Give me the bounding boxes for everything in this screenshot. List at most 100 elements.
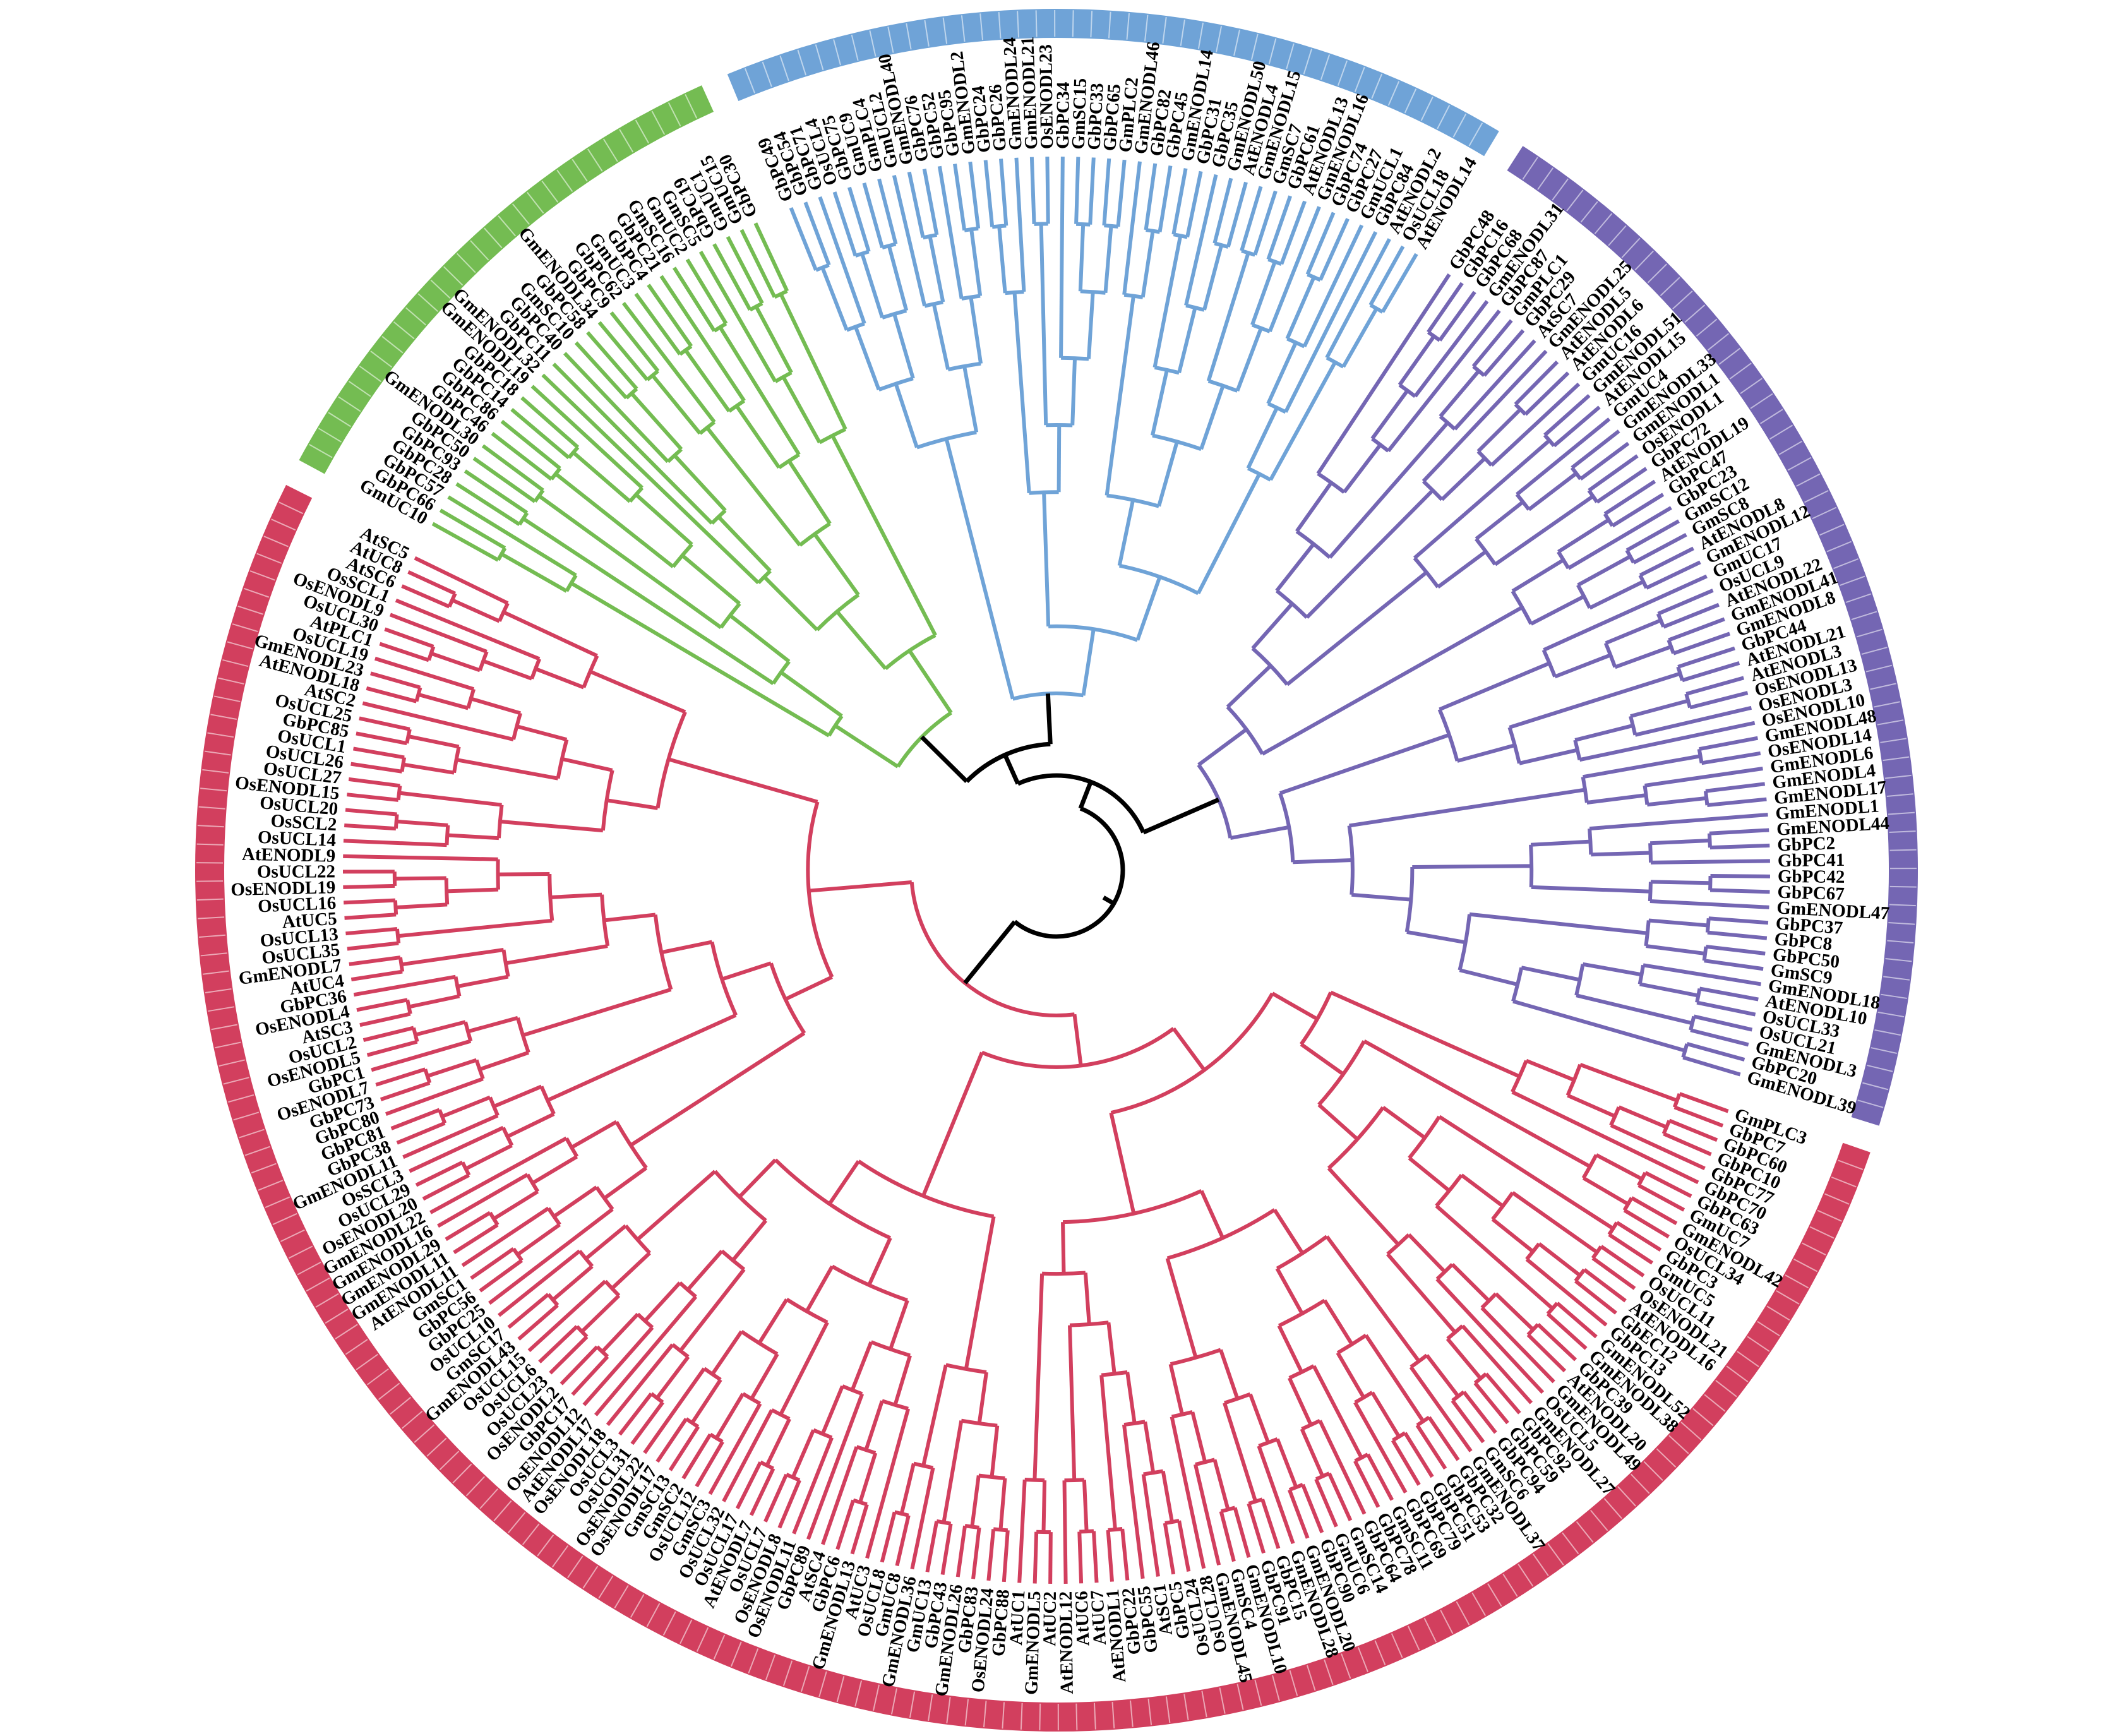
branch-line (1586, 793, 1646, 805)
branch-line (239, 1128, 265, 1139)
branch-line (763, 575, 819, 632)
branch-arc (1317, 472, 1346, 494)
branch-arc (818, 427, 847, 445)
branch-line (655, 1355, 690, 1399)
branch-line (1547, 1543, 1564, 1565)
branch-line (1199, 1190, 1225, 1239)
branch-line (401, 948, 504, 967)
branch-arc (774, 1158, 892, 1240)
branch-arc (961, 294, 981, 301)
branch-arc (653, 914, 673, 990)
branch-line (1649, 899, 1769, 909)
branch-line (835, 1499, 856, 1550)
branch-arc (1171, 1410, 1194, 1419)
branch-line (1371, 73, 1383, 99)
branch-line (446, 887, 499, 894)
branch-line (1456, 743, 1516, 763)
branch-line (1140, 230, 1155, 298)
branch-line (1177, 307, 1197, 374)
branch-line (1603, 479, 1656, 516)
branch-arc (936, 1519, 952, 1526)
branch-line (708, 1403, 762, 1495)
branch-arc (1288, 1364, 1315, 1380)
branch-arc (923, 233, 937, 240)
branch-line (1740, 378, 1763, 394)
branch-line (527, 191, 544, 214)
branch-line (961, 15, 966, 42)
branch-line (1517, 1564, 1534, 1587)
branch-line (1185, 171, 1203, 238)
branch-line (618, 1392, 653, 1436)
branch-line (1595, 1153, 1643, 1181)
branch-line (1219, 1511, 1236, 1562)
branch-line (461, 1206, 550, 1267)
branch-line (1690, 1028, 1749, 1047)
branch-line (1614, 645, 1672, 669)
branch-line (1180, 20, 1185, 46)
clade-red-arc (195, 484, 1871, 1732)
branch-line (1528, 472, 1577, 512)
branch-line (1579, 441, 1630, 481)
branch-arc (1581, 776, 1589, 803)
branch-line (258, 1180, 284, 1191)
branch-line (479, 1488, 499, 1509)
branch-line (1196, 473, 1261, 594)
branch-line (1631, 1473, 1650, 1494)
branch-line (1126, 13, 1130, 40)
branch-line (630, 1031, 806, 1147)
branch-arc (539, 1086, 556, 1115)
branch-line (551, 1545, 569, 1568)
branch-line (402, 1113, 499, 1159)
branch-line (910, 1467, 935, 1570)
branch-arc (1336, 1333, 1367, 1355)
leaf-label: AtUC1 (1006, 1590, 1029, 1646)
clade-purple-arc-ticks (1522, 157, 1917, 1108)
branch-arc (546, 1207, 561, 1226)
branch-line (690, 1379, 722, 1424)
branch-line (1645, 560, 1701, 590)
branch-line (538, 1325, 578, 1364)
branch-line (667, 102, 681, 127)
branch-line (1183, 1694, 1189, 1721)
branch-line (1637, 1183, 1685, 1212)
branch-line (1502, 1574, 1518, 1597)
branch-line (1250, 33, 1259, 60)
branch-line (963, 920, 1017, 985)
branch-line (1452, 113, 1467, 138)
branch-line (969, 229, 983, 296)
branch-line (417, 293, 439, 313)
branch-line (1634, 705, 1752, 737)
branch-arc (1173, 232, 1188, 239)
branch-line (1521, 966, 1581, 982)
branch-line (1316, 273, 1451, 475)
branch-line (998, 1478, 1007, 1530)
branch-line (366, 1039, 418, 1057)
branch-line (892, 174, 927, 307)
branch-arc (1164, 1519, 1180, 1525)
branch-line (942, 17, 948, 44)
branch-line (1838, 1159, 1864, 1170)
branch-line (306, 1277, 330, 1292)
branch-line (1453, 339, 1536, 431)
branch-line (1266, 342, 1298, 405)
branch-arc (831, 1264, 908, 1302)
branch-line (572, 159, 588, 182)
branch-line (735, 1461, 762, 1510)
branch-line (343, 854, 498, 861)
branch-line (374, 656, 475, 691)
branch-line (395, 598, 541, 661)
branch-line (1709, 828, 1769, 835)
branch-line (765, 1655, 776, 1680)
branch-line (472, 457, 536, 503)
branch-line (717, 515, 772, 573)
branch-line (1117, 500, 1135, 566)
branch-line (227, 641, 253, 650)
branch-line (380, 1081, 431, 1101)
branch-line (977, 1372, 988, 1424)
branch-line (1039, 224, 1048, 426)
branch-line (1439, 661, 1550, 712)
branch-line (1536, 1323, 1577, 1362)
branch-line (1672, 632, 1731, 655)
branch-line (1293, 858, 1353, 865)
branch-line (731, 1219, 767, 1262)
